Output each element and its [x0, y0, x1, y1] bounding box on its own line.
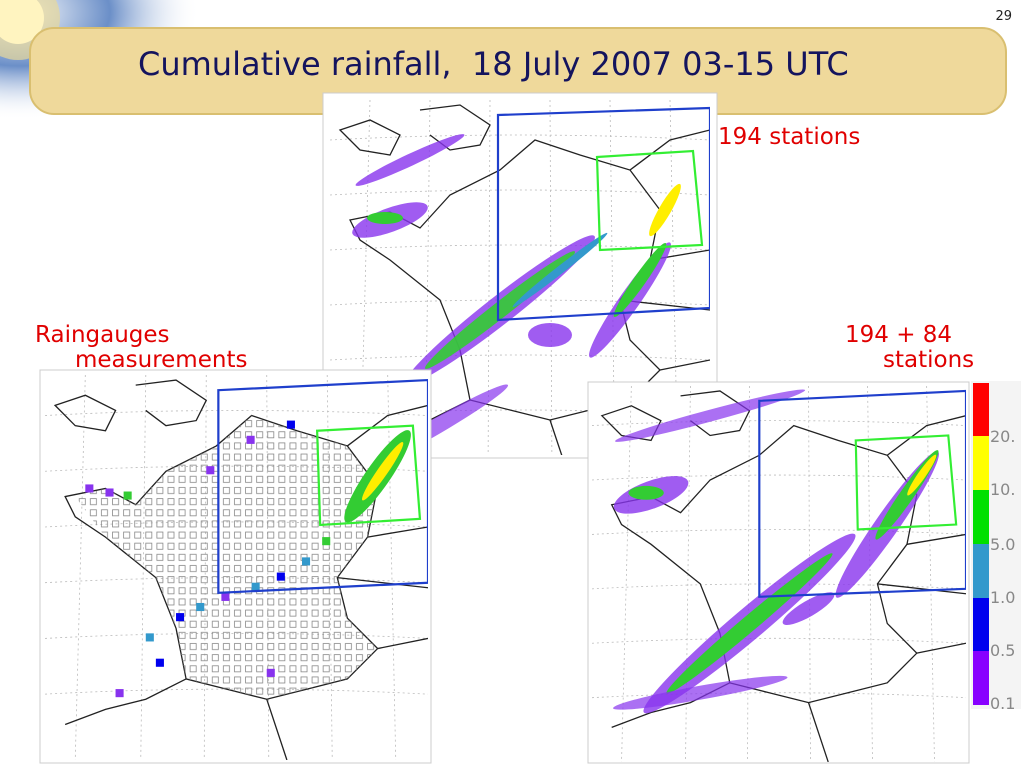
subdomain-box — [854, 434, 958, 531]
legend-label: 20. — [990, 427, 1016, 446]
rain-streak — [528, 323, 572, 347]
rain-streak — [907, 454, 937, 496]
gauge — [206, 466, 215, 475]
annotation: stations — [883, 347, 975, 373]
rain-streak — [666, 553, 833, 694]
domain-box — [758, 389, 966, 598]
legend-swatch — [973, 436, 989, 490]
gauge — [302, 557, 311, 566]
gauge — [85, 484, 94, 493]
gauge — [246, 435, 255, 444]
legend-label: 0.5 — [990, 641, 1016, 660]
gauge — [145, 633, 154, 642]
rain-field — [613, 389, 939, 714]
legend-swatch — [973, 651, 989, 705]
legend-swatch — [973, 383, 989, 436]
gauge — [176, 613, 185, 622]
rain-streak — [424, 251, 576, 369]
legend-label: 0.1 — [990, 694, 1016, 713]
domain-box — [496, 106, 710, 322]
rain-streak — [361, 442, 404, 501]
legend-label: 5.0 — [990, 535, 1016, 554]
station-network — [75, 415, 378, 700]
right-map — [592, 386, 966, 762]
left-map — [45, 375, 428, 760]
rain-streak — [355, 134, 465, 186]
sun — [0, 0, 44, 44]
annotation: measurements — [75, 347, 248, 373]
rain-streak — [512, 232, 608, 308]
domain-box — [217, 378, 428, 594]
subdomain-box — [595, 149, 704, 252]
gauge — [276, 572, 285, 581]
subdomain-box — [315, 424, 422, 527]
gauge — [251, 582, 260, 591]
gauge — [266, 668, 275, 677]
legend-swatch — [973, 490, 989, 544]
legend-swatch — [973, 598, 989, 651]
rain-streak — [615, 389, 806, 442]
slide-number: 29 — [995, 9, 1012, 24]
annotation: 194 + 84 — [845, 322, 953, 348]
legend-swatch — [973, 544, 989, 598]
annotation: Raingauges — [35, 322, 170, 348]
gauge — [105, 488, 114, 497]
rain-streak — [628, 485, 664, 500]
legend-label: 1.0 — [990, 588, 1016, 607]
rain-streak — [613, 242, 667, 318]
gauge-values — [85, 420, 331, 698]
top-map — [330, 100, 710, 455]
gauge — [155, 658, 164, 667]
annotation: 194 stations — [718, 124, 861, 150]
rain-streak — [782, 592, 835, 625]
rain-streak — [649, 183, 681, 237]
rain-streak — [367, 212, 403, 224]
gauge — [322, 537, 331, 546]
gauge — [196, 602, 205, 612]
slide-title: Cumulative rainfall, 18 July 2007 03-15 … — [138, 45, 849, 83]
gauge — [115, 689, 124, 698]
gauge — [123, 491, 132, 500]
rain-streak — [613, 675, 788, 710]
rain-field — [351, 134, 681, 455]
gauge — [286, 420, 295, 429]
legend-label: 10. — [990, 480, 1016, 499]
gauge — [221, 592, 230, 601]
